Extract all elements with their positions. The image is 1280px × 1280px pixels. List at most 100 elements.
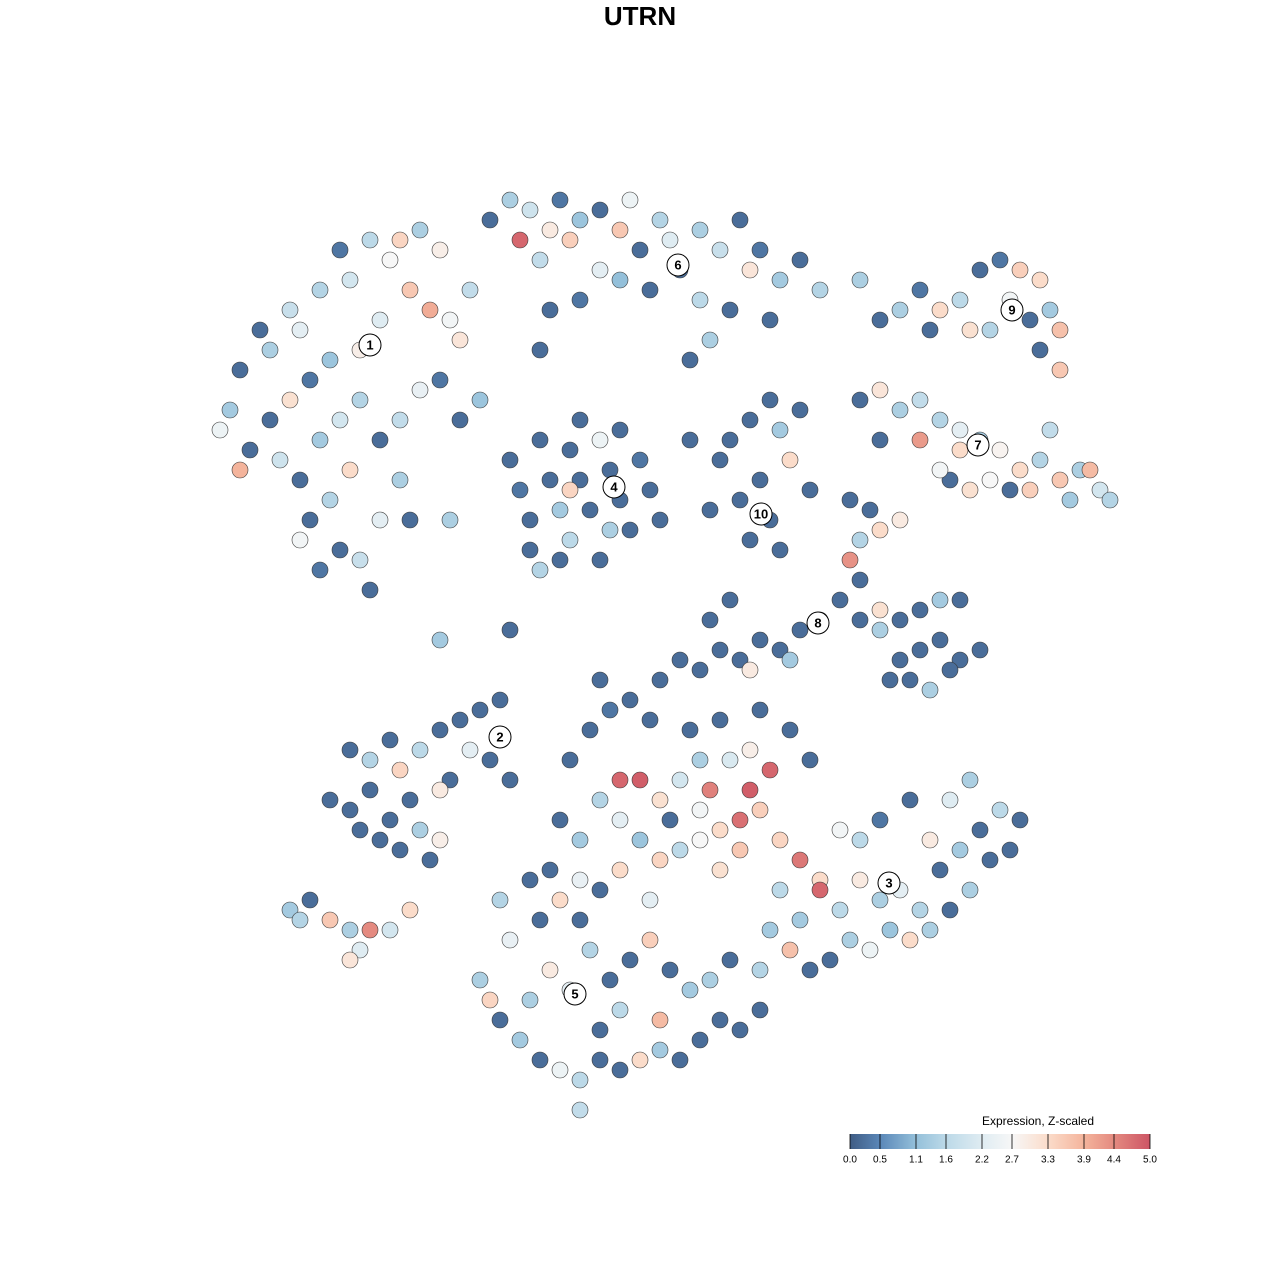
point — [741, 261, 759, 279]
point — [391, 411, 409, 429]
point — [651, 511, 669, 529]
point — [591, 261, 609, 279]
point — [751, 471, 769, 489]
point — [331, 541, 349, 559]
point — [611, 421, 629, 439]
point — [521, 541, 539, 559]
point — [791, 401, 809, 419]
point — [591, 881, 609, 899]
point — [221, 401, 239, 419]
point — [581, 721, 599, 739]
point — [591, 551, 609, 569]
cluster-label: 1 — [366, 337, 373, 352]
point — [261, 341, 279, 359]
point — [961, 771, 979, 789]
point — [801, 751, 819, 769]
point — [961, 481, 979, 499]
cluster-label-badge — [806, 611, 830, 635]
point — [441, 511, 459, 529]
point — [791, 621, 809, 639]
point — [271, 451, 289, 469]
point — [321, 791, 339, 809]
cluster-label: 3 — [885, 875, 892, 890]
point — [351, 821, 369, 839]
cluster-label-badge — [602, 475, 626, 499]
point — [1011, 461, 1029, 479]
point — [891, 301, 909, 319]
point — [951, 291, 969, 309]
point — [621, 691, 639, 709]
point — [511, 231, 529, 249]
point — [671, 771, 689, 789]
point — [721, 591, 739, 609]
cluster-label: 7 — [974, 437, 981, 452]
point — [751, 701, 769, 719]
point — [331, 241, 349, 259]
point — [701, 971, 719, 989]
point — [1031, 271, 1049, 289]
point — [911, 391, 929, 409]
point — [511, 1031, 529, 1049]
point — [631, 241, 649, 259]
point — [431, 781, 449, 799]
point — [611, 811, 629, 829]
points — [211, 191, 1119, 1119]
point — [531, 1051, 549, 1069]
point — [751, 631, 769, 649]
point — [401, 281, 419, 299]
point — [631, 451, 649, 469]
point — [711, 711, 729, 729]
point — [281, 391, 299, 409]
point — [931, 631, 949, 649]
point — [331, 411, 349, 429]
point — [981, 321, 999, 339]
point — [1031, 341, 1049, 359]
point — [571, 1071, 589, 1089]
point — [601, 971, 619, 989]
point — [931, 861, 949, 879]
point — [761, 761, 779, 779]
cluster-labels: 1 2 3 4 5 6 7 8 9 10 — [358, 253, 1024, 1006]
point — [351, 391, 369, 409]
point — [891, 611, 909, 629]
point — [571, 291, 589, 309]
point — [501, 771, 519, 789]
point — [661, 231, 679, 249]
point — [291, 471, 309, 489]
point — [1021, 311, 1039, 329]
point — [741, 411, 759, 429]
point — [781, 651, 799, 669]
point — [731, 651, 749, 669]
point — [741, 531, 759, 549]
point — [431, 721, 449, 739]
point — [441, 771, 459, 789]
point — [711, 1011, 729, 1029]
point — [391, 471, 409, 489]
point — [231, 461, 249, 479]
point — [341, 921, 359, 939]
colorbar-tick-label: 3.3 — [1041, 1155, 1055, 1166]
cluster-label: 10 — [754, 506, 768, 521]
point — [601, 521, 619, 539]
point — [611, 1001, 629, 1019]
point — [571, 411, 589, 429]
point — [371, 311, 389, 329]
point — [261, 411, 279, 429]
point — [771, 541, 789, 559]
point — [731, 491, 749, 509]
point — [321, 911, 339, 929]
point — [691, 291, 709, 309]
point — [641, 281, 659, 299]
point — [651, 791, 669, 809]
point — [471, 391, 489, 409]
cluster-label: 2 — [496, 729, 503, 744]
point — [591, 791, 609, 809]
point — [651, 851, 669, 869]
point — [921, 831, 939, 849]
point — [871, 811, 889, 829]
point — [851, 531, 869, 549]
point — [481, 751, 499, 769]
point — [231, 361, 249, 379]
point — [381, 251, 399, 269]
